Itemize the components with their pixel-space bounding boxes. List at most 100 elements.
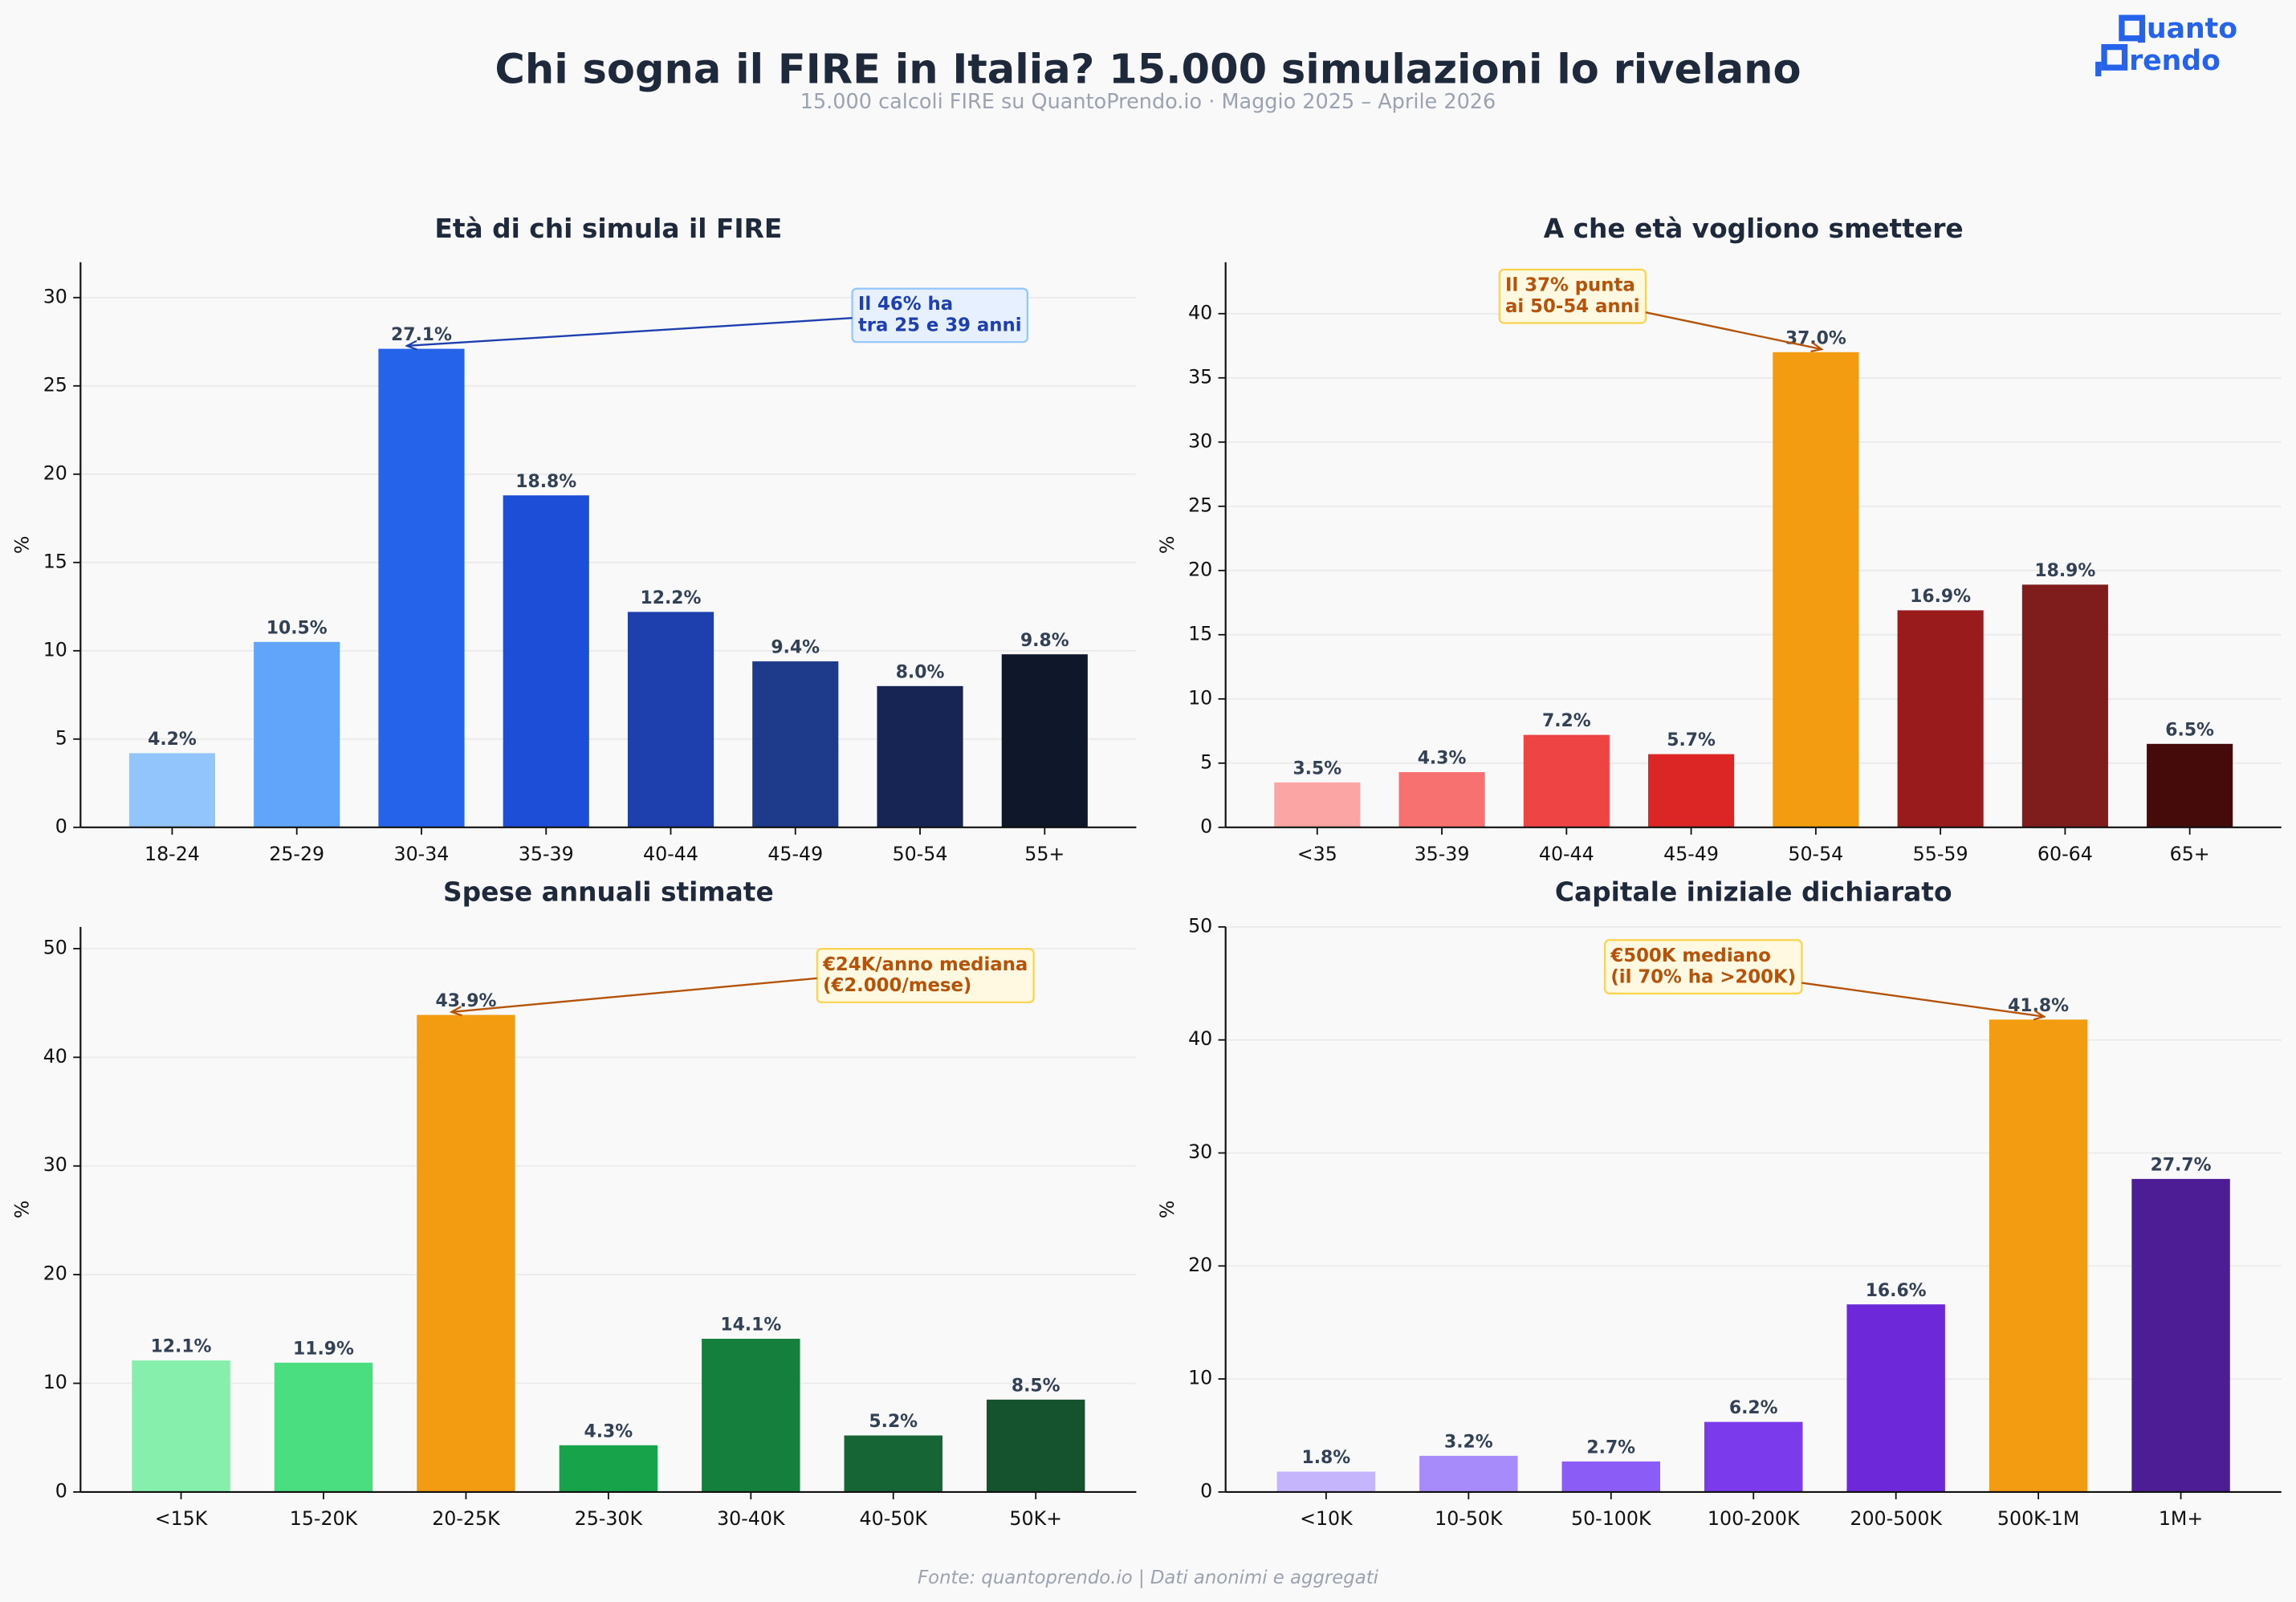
y-tick-label: 20 (1188, 1254, 1212, 1276)
bar (2147, 743, 2233, 827)
bar (877, 685, 963, 827)
annotation-text: €24K/anno mediana (822, 954, 1028, 975)
x-tick-label: 1M+ (2159, 1507, 2203, 1530)
bar (1001, 654, 1088, 827)
x-tick-label: 55-59 (1913, 843, 1968, 865)
x-tick-label: 40-44 (1539, 843, 1594, 865)
value-label: 9.4% (771, 638, 820, 658)
y-tick-label: 30 (43, 285, 67, 307)
bar (274, 1362, 373, 1492)
x-tick-label: 50-54 (893, 843, 948, 865)
bar (2021, 584, 2108, 827)
y-tick-label: 25 (1188, 494, 1212, 516)
y-tick-label: 30 (1188, 429, 1212, 452)
y-tick-label: 50 (43, 936, 67, 958)
annotation-box (1498, 268, 1647, 324)
y-tick-label: 35 (1188, 365, 1212, 388)
value-label: 3.5% (1293, 758, 1341, 779)
annotation-text: (il 70% ha >200K) (1610, 966, 1796, 987)
x-tick-label: 30-34 (394, 843, 450, 865)
y-axis-label: % (1156, 536, 1179, 555)
bar (128, 753, 215, 827)
x-tick-label: 45-49 (767, 843, 823, 865)
x-tick-label: 25-30K (575, 1507, 644, 1530)
x-tick-label: 200-500K (1850, 1507, 1943, 1530)
chart-title: A che età vogliono smettere (1544, 213, 1964, 244)
chart-title: Spese annuali stimate (443, 876, 774, 907)
bar (503, 495, 589, 827)
value-label: 18.9% (2034, 561, 2095, 581)
bar (2131, 1178, 2230, 1492)
chart-panel: Età di chi simula il FIRE% 0 5 10 15 20 25 30 4.… (11, 213, 1137, 865)
value-label: 4.3% (584, 1421, 633, 1441)
value-label: 12.1% (151, 1337, 212, 1357)
bar (1419, 1455, 1518, 1492)
value-label: 5.7% (1667, 730, 1716, 750)
bar (702, 1339, 800, 1492)
x-tick-label: <10K (1300, 1507, 1354, 1530)
value-label: 18.8% (515, 472, 576, 492)
footer: Fonte: quantoprendo.io | Dati anonimi e … (918, 1567, 1379, 1588)
bar (1989, 1019, 2088, 1492)
bar (132, 1360, 230, 1492)
y-tick-label: 40 (1188, 301, 1212, 323)
y-tick-label: 40 (43, 1045, 67, 1067)
logo-square (2095, 61, 2102, 77)
y-tick-label: 20 (1188, 558, 1212, 580)
annotation-text: tra 25 e 39 anni (858, 315, 1022, 336)
y-tick-label: 20 (43, 461, 67, 484)
y-tick-label: 15 (43, 550, 67, 572)
y-axis-label: % (1156, 1201, 1179, 1219)
chart-panel: Spese annuali stimate% 0 10 20 30 40 50 12.1% <1… (11, 876, 1137, 1530)
bar (1704, 1421, 1803, 1492)
logo: uanto rendo (2095, 13, 2237, 77)
bar (1897, 610, 1984, 827)
y-tick-label: 50 (1188, 914, 1212, 937)
chart-panel: A che età vogliono smettere% 0 5 10 15 20 25 30… (1156, 213, 2282, 865)
y-tick-label: 30 (1188, 1141, 1212, 1163)
y-tick-label: 30 (43, 1153, 67, 1176)
y-tick-label: 10 (1188, 1367, 1212, 1389)
value-label: 9.8% (1020, 631, 1069, 651)
x-tick-label: <15K (155, 1507, 209, 1530)
logo-square (2119, 14, 2146, 42)
bar (752, 661, 839, 827)
annotation-text: Il 46% ha (858, 294, 953, 315)
x-tick-label: 40-50K (860, 1507, 929, 1530)
bar (559, 1445, 658, 1492)
bar (627, 612, 714, 827)
y-tick-label: 0 (1200, 815, 1212, 837)
x-tick-label: 35-39 (519, 843, 574, 865)
x-tick-label: 30-40K (717, 1507, 786, 1530)
x-tick-label: 55+ (1024, 843, 1065, 865)
value-label: 27.7% (2151, 1155, 2212, 1175)
value-label: 6.2% (1729, 1398, 1778, 1418)
value-label: 37.0% (1785, 328, 1846, 348)
x-tick-label: 25-29 (269, 843, 324, 865)
chart-title: Capitale iniziale dichiarato (1555, 876, 1952, 907)
annotation-text: ai 50-54 anni (1505, 296, 1640, 317)
annotation-text: Il 37% punta (1505, 274, 1635, 295)
logo-text: uanto (2147, 13, 2237, 45)
x-tick-label: 65+ (2170, 843, 2210, 865)
y-tick-label: 0 (1200, 1479, 1212, 1502)
x-tick-label: 15-20K (290, 1507, 359, 1530)
bar (254, 641, 340, 827)
annotation-box (851, 287, 1028, 344)
value-label: 5.2% (869, 1412, 918, 1432)
x-tick-label: <35 (1297, 843, 1337, 865)
logo-square (2101, 44, 2128, 71)
bar (986, 1399, 1085, 1492)
x-tick-label: 60-64 (2037, 843, 2093, 865)
value-label: 3.2% (1444, 1432, 1493, 1452)
value-label: 6.5% (2165, 720, 2214, 740)
value-label: 7.2% (1542, 711, 1591, 731)
y-axis-label: % (11, 1201, 34, 1219)
annotation-arrow (1801, 982, 2044, 1017)
annotation-box (1603, 939, 1803, 994)
bar (1648, 754, 1735, 827)
page-title: Chi sogna il FIRE in Italia? 15.000 simu… (495, 47, 1801, 94)
bar (1398, 772, 1485, 827)
value-label: 16.6% (1866, 1281, 1927, 1301)
x-tick-label: 50-54 (1788, 843, 1843, 865)
